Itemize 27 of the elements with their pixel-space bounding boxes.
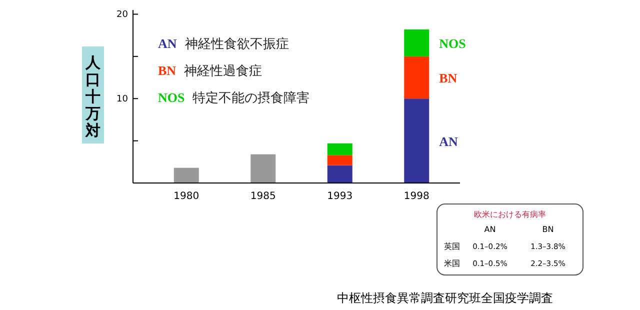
x-tick-label: 1980: [174, 191, 200, 202]
text: NOS 特定不能の摂食障害: [158, 90, 310, 106]
bar: [327, 165, 352, 183]
bar: [404, 29, 430, 56]
x-tick-label: 1998: [404, 191, 430, 202]
bar: [327, 155, 352, 166]
x-tick-label: 1993: [327, 191, 353, 202]
text: BN: [542, 225, 554, 234]
annotation: BN: [439, 70, 458, 86]
text: 欧米における有病率: [474, 210, 546, 219]
text: BN 神経性過食症: [158, 63, 262, 79]
bar: [404, 56, 430, 99]
text: 中枢性摂食異常調査研究班全国疫学調査: [337, 291, 553, 305]
x-tick-label: 1985: [250, 191, 276, 202]
annotation: NOS: [439, 36, 466, 51]
y-axis-title: 人口十万対: [84, 54, 102, 140]
bar: [327, 143, 352, 156]
bar: [404, 98, 430, 183]
text: 英国: [444, 242, 460, 251]
bar: [174, 168, 199, 183]
text: AN 神経性食欲不振症: [158, 36, 289, 52]
text: AN: [484, 225, 496, 234]
y-tick-label: 20: [116, 10, 128, 20]
text: 米国: [444, 259, 460, 268]
annotation: AN: [439, 134, 459, 149]
bar: [250, 154, 276, 183]
y-tick-label: 10: [116, 94, 128, 105]
